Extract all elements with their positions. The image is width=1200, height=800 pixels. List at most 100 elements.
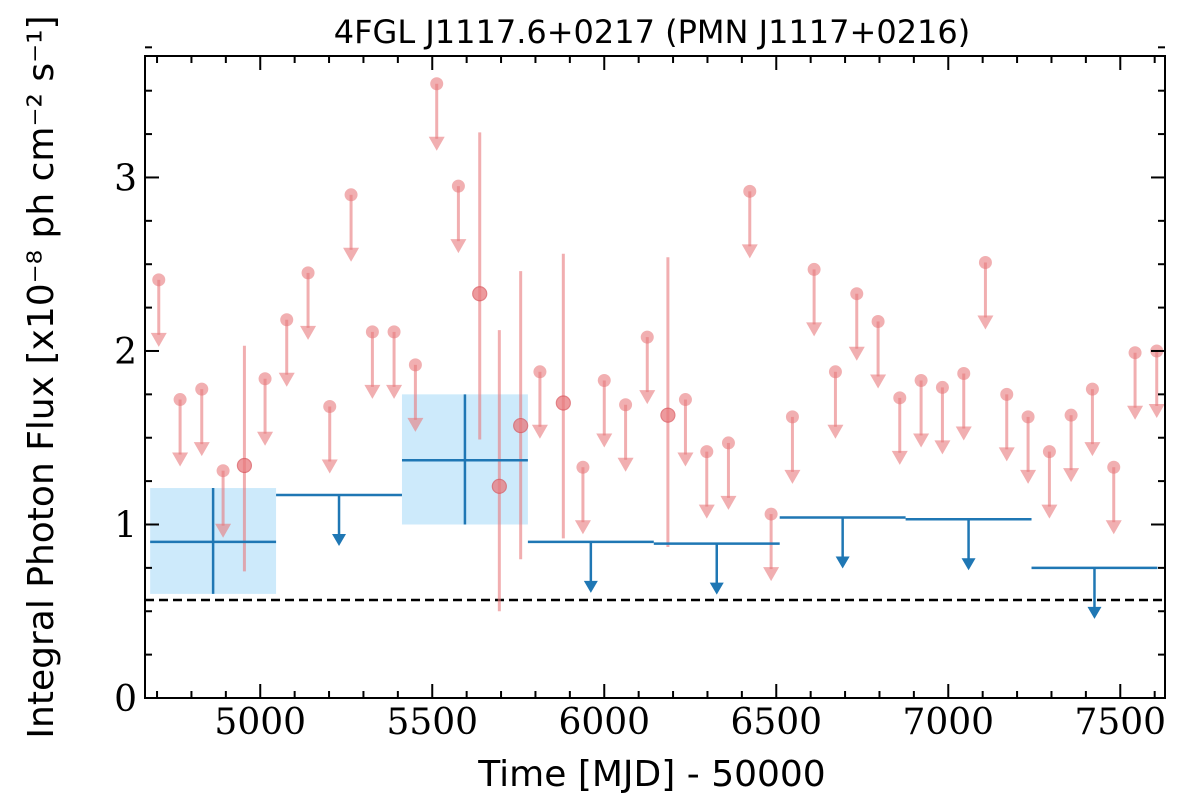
upper-limit-arrowhead bbox=[278, 372, 295, 387]
upper-limit-arrowhead bbox=[698, 504, 715, 519]
upper-limit-arrowhead bbox=[955, 426, 972, 441]
upper-limit-arrowhead bbox=[1148, 403, 1165, 418]
upper-limit-point bbox=[451, 179, 465, 193]
upper-limit-arrowhead bbox=[913, 433, 930, 448]
data-point bbox=[660, 407, 676, 423]
upper-limit-point bbox=[1000, 387, 1014, 401]
upper-limit-arrowhead bbox=[364, 384, 381, 399]
upper-limit-arrowhead bbox=[870, 374, 887, 389]
upper-limit-arrowhead bbox=[1020, 469, 1037, 484]
x-tick-label: 5500 bbox=[386, 702, 478, 743]
upper-limit-arrowhead bbox=[1084, 442, 1101, 457]
upper-limit-arrowhead bbox=[257, 431, 274, 446]
upper-limit-point bbox=[152, 273, 166, 287]
upper-limit-point bbox=[743, 184, 757, 198]
long-bin-limit-arrowhead bbox=[1087, 606, 1102, 619]
data-point bbox=[472, 286, 488, 302]
upper-limit-point bbox=[1021, 410, 1035, 424]
upper-limit-point bbox=[871, 314, 885, 328]
upper-limit-arrowhead bbox=[321, 459, 338, 474]
upper-limit-point bbox=[430, 77, 444, 91]
upper-limit-point bbox=[344, 188, 358, 202]
upper-limit-point bbox=[807, 262, 821, 276]
y-tick-label: 1 bbox=[114, 505, 137, 546]
plot-frame bbox=[144, 55, 1166, 699]
upper-limit-arrowhead bbox=[386, 384, 403, 399]
y-tick-label: 2 bbox=[114, 332, 137, 373]
upper-limit-point bbox=[1085, 382, 1099, 396]
upper-limit-point bbox=[387, 325, 401, 339]
upper-limit-arrowhead bbox=[1041, 504, 1058, 519]
y-tick-label: 3 bbox=[114, 158, 137, 199]
upper-limit-arrowhead bbox=[1105, 520, 1122, 535]
upper-limit-point bbox=[280, 313, 294, 327]
upper-limit-point bbox=[978, 255, 992, 269]
upper-limit-point bbox=[893, 391, 907, 405]
upper-limit-point bbox=[957, 367, 971, 381]
upper-limit-arrowhead bbox=[720, 495, 737, 510]
upper-limit-arrowhead bbox=[617, 457, 634, 472]
upper-limit-point bbox=[195, 382, 209, 396]
x-tick-label: 6500 bbox=[730, 702, 822, 743]
upper-limit-point bbox=[173, 393, 187, 407]
upper-limit-point bbox=[301, 266, 315, 280]
upper-limit-arrowhead bbox=[998, 447, 1015, 462]
upper-limit-point bbox=[828, 365, 842, 379]
y-axis: 0 1 2 3 bbox=[114, 46, 1165, 720]
upper-limit-arrowhead bbox=[172, 452, 189, 467]
upper-limit-arrowhead bbox=[574, 520, 591, 535]
upper-limit-point bbox=[216, 464, 230, 478]
upper-limit-arrowhead bbox=[150, 332, 167, 347]
upper-limit-point bbox=[1107, 460, 1121, 474]
upper-limit-arrowhead bbox=[428, 136, 445, 151]
upper-limit-point bbox=[764, 507, 778, 521]
upper-limit-point bbox=[700, 445, 714, 459]
upper-limit-point bbox=[721, 436, 735, 450]
upper-limit-arrowhead bbox=[977, 315, 994, 330]
upper-limit-point bbox=[935, 380, 949, 394]
upper-limit-arrowhead bbox=[300, 325, 317, 340]
data-point bbox=[555, 395, 571, 411]
upper-limit-arrowhead bbox=[215, 523, 232, 538]
data-point bbox=[236, 457, 253, 474]
long-bin-limit-arrowhead bbox=[709, 582, 724, 595]
upper-limit-arrowhead bbox=[806, 322, 823, 337]
y-tick-label: 0 bbox=[114, 679, 137, 720]
upper-limit-arrowhead bbox=[934, 440, 951, 455]
long-bin-limit-arrowhead bbox=[961, 558, 976, 571]
long-bin-limit-arrowhead bbox=[583, 580, 598, 593]
long-bin-limit-arrowhead bbox=[835, 556, 850, 569]
upper-limit-arrowhead bbox=[596, 433, 613, 448]
upper-limit-arrowhead bbox=[450, 239, 467, 254]
data-point bbox=[491, 478, 507, 494]
upper-limit-point bbox=[1064, 408, 1078, 422]
upper-limit-point bbox=[365, 325, 379, 339]
x-tick-label: 6000 bbox=[558, 702, 650, 743]
long-bin-limit-arrowhead bbox=[332, 533, 347, 546]
upper-limit-arrowhead bbox=[531, 424, 548, 439]
plot-area bbox=[145, 77, 1165, 619]
upper-limit-point bbox=[258, 372, 272, 386]
x-tick-label: 7500 bbox=[1074, 702, 1166, 743]
x-axis: 5000 5500 6000 6500 7000 7500 bbox=[156, 56, 1166, 743]
x-axis-label: Time [MJD] - 50000 bbox=[477, 754, 825, 795]
upper-limit-arrowhead bbox=[407, 417, 424, 432]
upper-limit-arrowhead bbox=[193, 442, 210, 457]
upper-limit-point bbox=[850, 287, 864, 301]
upper-limit-arrowhead bbox=[1127, 405, 1144, 420]
upper-limit-arrowhead bbox=[677, 452, 694, 467]
x-tick-label: 5000 bbox=[214, 702, 306, 743]
upper-limit-arrowhead bbox=[891, 450, 908, 465]
upper-limit-point bbox=[1128, 346, 1142, 360]
upper-limit-point bbox=[678, 393, 692, 407]
data-point bbox=[513, 417, 529, 434]
upper-limit-point bbox=[619, 398, 633, 412]
upper-limit-arrowhead bbox=[784, 469, 801, 484]
upper-limit-arrowhead bbox=[741, 244, 758, 259]
upper-limit-point bbox=[533, 365, 547, 379]
upper-limit-point bbox=[785, 410, 799, 424]
x-tick-label: 7000 bbox=[902, 702, 994, 743]
upper-limit-point bbox=[408, 358, 422, 372]
upper-limit-point bbox=[576, 460, 590, 474]
